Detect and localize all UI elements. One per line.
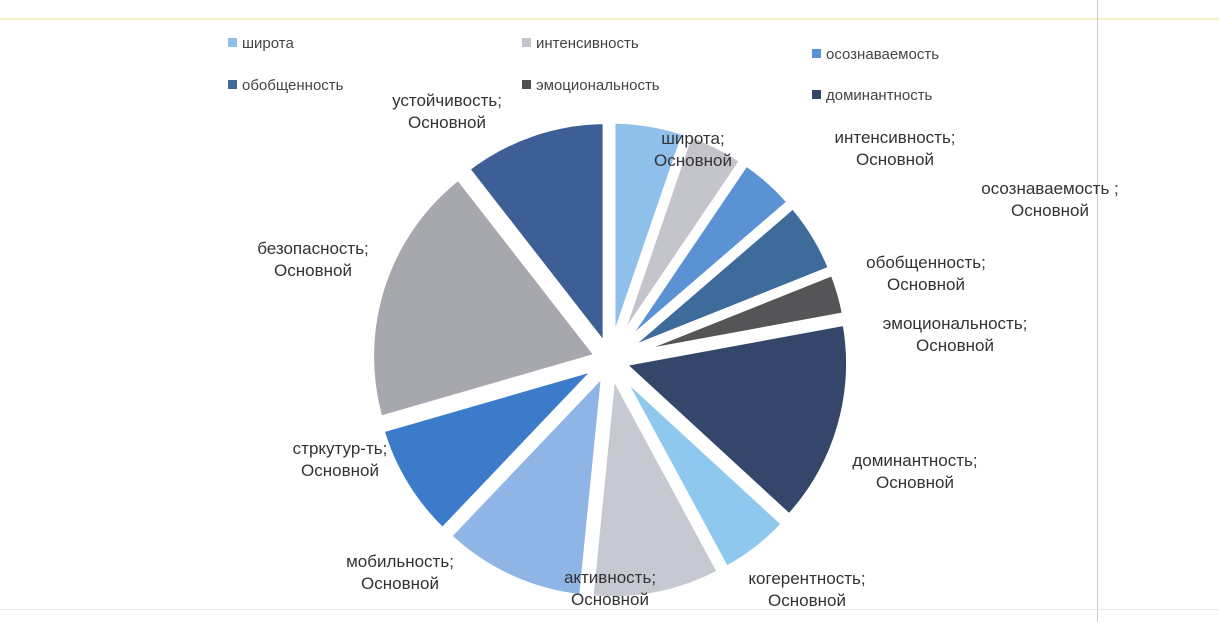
slice-labels: широта; Основной интенсивность; Основной осо…	[257, 91, 1119, 610]
slice-label-7: активность; Основной	[564, 568, 656, 609]
slice-label-2: осознаваемость ; Основной	[981, 179, 1119, 220]
pie-slice-5	[613, 318, 853, 523]
legend-swatch-5	[812, 90, 821, 99]
pie-slice-6	[614, 366, 791, 575]
pie-slice-0	[608, 116, 691, 350]
legend-swatch-1	[522, 38, 531, 47]
slice-label-8: мобильность; Основной	[346, 552, 454, 593]
legend-swatch-3	[228, 80, 237, 89]
slice-label-6: когерентность; Основной	[748, 569, 865, 610]
legend-label-1: интенсивность	[536, 35, 639, 52]
slice-label-5: доминантность; Основной	[852, 451, 977, 492]
pie-slice-4	[620, 267, 850, 361]
pie-slice-2	[615, 157, 796, 354]
pie-slices	[367, 116, 853, 604]
frame-bottom-border	[0, 609, 1219, 610]
frame-top-border	[0, 18, 1219, 20]
legend-label-2: осознаваемость	[826, 46, 939, 63]
slice-label-9: стркутур-ть; Основной	[293, 439, 388, 480]
legend-label-5: доминантность	[826, 87, 933, 104]
legend-swatch-0	[228, 38, 237, 47]
pie-slice-8	[442, 361, 610, 602]
slice-label-3: обобщенность; Основной	[866, 253, 986, 294]
legend-label-4: эмоциональность	[536, 77, 660, 94]
legend-label-0: широта	[242, 35, 294, 52]
legend-swatch-2	[812, 49, 821, 58]
pie-slice-10	[367, 171, 605, 424]
frame-right-border	[1097, 0, 1098, 622]
legend-label-3: обобщенность	[242, 77, 344, 94]
slice-label-11: устойчивость; Основной	[392, 91, 502, 132]
slice-label-10: безопасность; Основной	[257, 239, 369, 280]
pie-slice-11	[461, 117, 610, 359]
pie-slice-9	[376, 359, 612, 537]
legend-swatch-4	[522, 80, 531, 89]
slice-label-1: интенсивность; Основной	[834, 128, 955, 169]
slice-label-4: эмоциональность; Основной	[883, 314, 1028, 355]
pie-slice-7	[585, 360, 726, 604]
chart-legend: широта интенсивность осознаваемость обобщен…	[228, 35, 939, 104]
slice-label-0: широта; Основной	[654, 129, 732, 170]
